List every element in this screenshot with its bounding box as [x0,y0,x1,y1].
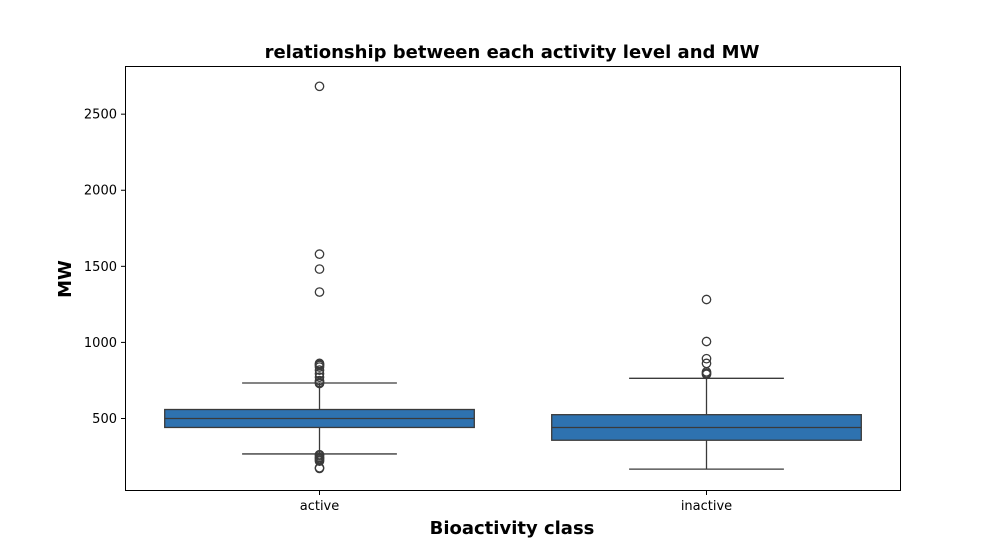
y-tick-label: 2000 [84,184,117,199]
outlier-point [701,353,712,364]
outlier-point [314,463,325,474]
outlier-point [314,362,325,372]
outlier-point [314,249,325,260]
x-tick-label: inactive [681,499,732,514]
y-tick-label: 1000 [84,336,117,351]
y-tick-label: 1500 [84,260,117,275]
plot-frame [125,66,901,491]
outlier-point [314,372,325,382]
outlier-point [314,287,325,297]
box-group-active [164,81,475,474]
x-axis-title: Bioactivity class [430,518,595,539]
y-tick-label: 500 [92,412,117,427]
outlier-point [701,294,712,305]
y-tick-label: 2500 [84,108,117,123]
box-group-inactive [551,294,862,470]
y-axis-title: MW [55,260,76,298]
outlier-point [701,369,712,380]
x-tick-label: active [300,499,340,514]
axis-ticks: 500 1000 1500 2000 2500 active inactive [84,108,732,514]
outlier-point [314,365,325,375]
outlier-point [314,81,325,92]
plot-area [164,81,862,474]
outlier-point [701,336,712,347]
chart-title: relationship between each activity level… [265,42,760,63]
outlier-point [314,264,325,274]
outlier-point [314,456,325,466]
outlier-point [314,378,325,389]
